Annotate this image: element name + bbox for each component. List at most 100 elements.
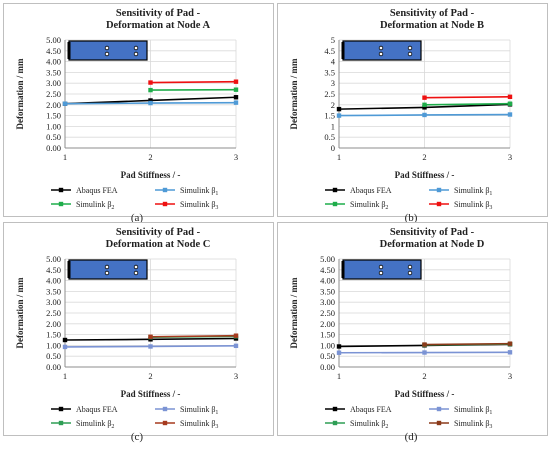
pad-body	[69, 260, 147, 279]
pad-node	[134, 52, 138, 56]
x-axis-title: Pad Stiffness / -	[395, 170, 455, 180]
series-line-4	[151, 336, 237, 337]
legend-swatch-marker	[333, 188, 337, 192]
legend-swatch-marker	[59, 421, 63, 425]
data-point	[234, 95, 238, 99]
legend-swatch-marker	[437, 202, 441, 206]
chart-panel-3: Sensitivity of Pad -Deformation at Node …	[4, 223, 274, 436]
data-point	[422, 95, 426, 99]
pad-node	[134, 46, 138, 50]
y-tick-label: 5.00	[46, 254, 61, 264]
pad-node	[408, 265, 412, 269]
y-tick-label: 4.00	[46, 57, 61, 67]
pad-node	[408, 46, 412, 50]
y-tick-label: 2.5	[324, 89, 335, 99]
chart-title: Deformation at Node B	[380, 20, 484, 31]
y-tick-label: 4.5	[324, 46, 335, 56]
data-point	[337, 344, 341, 348]
data-point	[234, 333, 238, 337]
chart-frame	[4, 4, 274, 217]
x-tick-label: 2	[148, 371, 152, 381]
series-line-4	[425, 344, 511, 345]
data-point	[508, 102, 512, 106]
pad-node	[379, 265, 383, 269]
data-point	[508, 95, 512, 99]
pad-node	[105, 265, 109, 269]
legend-swatch-marker	[437, 407, 441, 411]
y-tick-label: 3	[331, 78, 335, 88]
data-point	[148, 344, 152, 348]
chart-title: Sensitivity of Pad -	[390, 227, 475, 238]
y-axis-title: Deformation / mm	[289, 58, 299, 129]
y-tick-label: 5.00	[320, 254, 335, 264]
legend-swatch-marker	[163, 407, 167, 411]
chart-panel-1: Sensitivity of Pad -Deformation at Node …	[4, 4, 274, 217]
legend-label: Abaqus FEA	[76, 186, 118, 195]
legend-swatch-marker	[59, 202, 63, 206]
legend-swatch-marker	[333, 407, 337, 411]
panel-caption: (d)	[405, 431, 418, 443]
x-tick-label: 2	[422, 371, 426, 381]
chart-title: Sensitivity of Pad -	[390, 8, 475, 19]
y-axis-title: Deformation / mm	[289, 277, 299, 348]
y-tick-label: 0.50	[46, 351, 61, 361]
chart-frame	[278, 223, 548, 436]
pad-schematic-icon	[343, 260, 421, 279]
legend-swatch-marker	[163, 421, 167, 425]
x-tick-label: 1	[337, 371, 341, 381]
x-tick-label: 3	[508, 152, 512, 162]
legend-swatch-marker	[437, 188, 441, 192]
data-point	[337, 113, 341, 117]
y-tick-label: 3.00	[46, 78, 61, 88]
pad-node	[379, 52, 383, 56]
pad-body	[69, 41, 147, 60]
data-point	[337, 107, 341, 111]
legend-swatch-marker	[59, 407, 63, 411]
data-point	[234, 344, 238, 348]
series-line-4	[425, 97, 511, 98]
legend-label: Abaqus FEA	[350, 186, 392, 195]
pad-node	[379, 271, 383, 275]
pad-body	[343, 260, 421, 279]
data-point	[234, 79, 238, 83]
y-tick-label: 0.00	[46, 362, 61, 372]
pad-schematic-icon	[343, 41, 421, 60]
pad-node	[105, 271, 109, 275]
data-point	[422, 103, 426, 107]
y-tick-label: 1.50	[46, 111, 61, 121]
y-tick-label: 0	[331, 143, 335, 153]
legend-swatch-marker	[59, 188, 63, 192]
legend-swatch-marker	[333, 202, 337, 206]
pad-node	[408, 52, 412, 56]
y-tick-label: 4.50	[320, 265, 335, 275]
x-tick-label: 3	[234, 371, 238, 381]
chart-title: Deformation at Node C	[106, 239, 211, 250]
chart-title: Deformation at Node A	[106, 20, 211, 31]
y-tick-label: 2.50	[46, 308, 61, 318]
y-tick-label: 2.00	[320, 319, 335, 329]
y-tick-label: 4.50	[46, 46, 61, 56]
y-tick-label: 2.50	[320, 308, 335, 318]
y-tick-label: 3.5	[324, 67, 335, 77]
y-axis-title: Deformation / mm	[15, 277, 25, 348]
pad-node	[134, 265, 138, 269]
chart-panel-2: Sensitivity of Pad -Deformation at Node …	[278, 4, 548, 217]
y-tick-label: 1.00	[46, 121, 61, 131]
legend-label: Abaqus FEA	[350, 405, 392, 414]
y-tick-label: 1.50	[46, 330, 61, 340]
y-tick-label: 0.00	[320, 362, 335, 372]
y-tick-label: 3.50	[46, 286, 61, 296]
data-point	[508, 112, 512, 116]
x-tick-label: 1	[63, 371, 67, 381]
y-tick-label: 5	[331, 35, 335, 45]
data-point	[63, 345, 67, 349]
data-point	[422, 113, 426, 117]
legend-swatch-marker	[437, 421, 441, 425]
data-point	[63, 102, 67, 106]
y-tick-label: 5.00	[46, 35, 61, 45]
y-tick-label: 1.5	[324, 111, 335, 121]
y-tick-label: 4.00	[320, 276, 335, 286]
y-tick-label: 2.00	[46, 319, 61, 329]
